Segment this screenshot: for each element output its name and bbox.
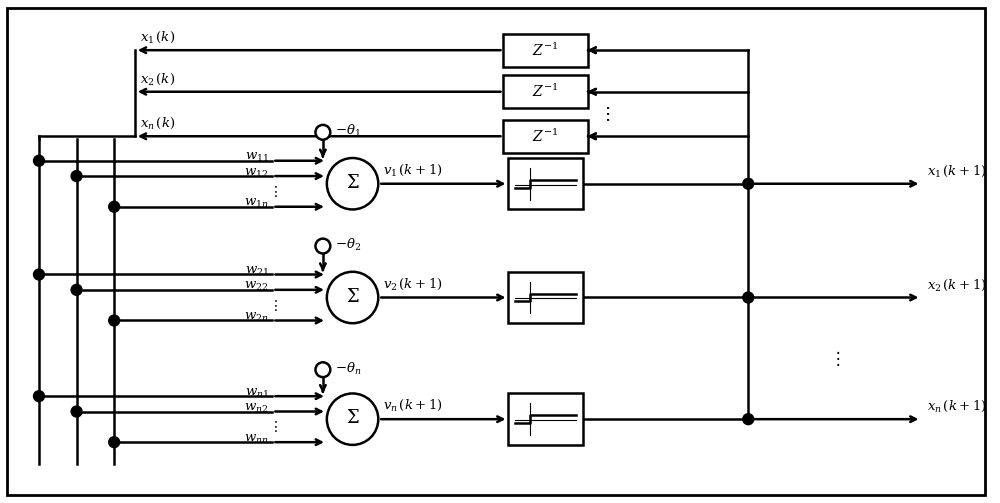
Text: $w_{12}$: $w_{12}$ [244, 166, 268, 180]
Text: $Z^{-1}$: $Z^{-1}$ [532, 42, 559, 59]
Circle shape [71, 406, 82, 417]
Bar [508, 272, 583, 323]
Circle shape [315, 362, 330, 377]
Text: $Z^{-1}$: $Z^{-1}$ [532, 128, 559, 145]
Text: $\vdots$: $\vdots$ [268, 184, 277, 199]
Text: $w_{1n}$: $w_{1n}$ [244, 197, 268, 210]
Text: $\vdots$: $\vdots$ [829, 349, 840, 368]
Circle shape [109, 315, 120, 326]
Text: $x_1\,(k)$: $x_1\,(k)$ [140, 30, 175, 45]
Text: $\cdots$: $\cdots$ [600, 105, 618, 123]
Text: $-\theta_2$: $-\theta_2$ [335, 237, 361, 253]
Text: $Z^{-1}$: $Z^{-1}$ [532, 83, 559, 101]
Circle shape [327, 393, 378, 445]
Text: $x_1\,(k+1)$: $x_1\,(k+1)$ [927, 163, 987, 179]
Circle shape [743, 292, 754, 303]
Text: $\vdots$: $\vdots$ [268, 420, 277, 435]
Text: $-\theta_n$: $-\theta_n$ [335, 361, 362, 377]
Circle shape [71, 284, 82, 295]
Text: $w_{nn}$: $w_{nn}$ [244, 433, 268, 446]
Bar [503, 75, 588, 108]
Text: $-\theta_1$: $-\theta_1$ [335, 123, 361, 139]
Text: $v_1\,(k+1)$: $v_1\,(k+1)$ [383, 162, 443, 178]
Text: $\vdots$: $\vdots$ [268, 298, 277, 313]
Circle shape [34, 391, 44, 401]
Circle shape [315, 238, 330, 254]
Text: $w_{11}$: $w_{11}$ [245, 151, 268, 164]
Text: $x_2\,(k+1)$: $x_2\,(k+1)$ [927, 277, 987, 293]
Text: $v_n\,(k+1)$: $v_n\,(k+1)$ [383, 398, 443, 413]
Text: $v_2\,(k+1)$: $v_2\,(k+1)$ [383, 276, 443, 292]
Bar [503, 120, 588, 152]
Text: $w_{21}$: $w_{21}$ [245, 265, 268, 278]
Text: $w_{22}$: $w_{22}$ [244, 280, 268, 293]
Text: $w_{n1}$: $w_{n1}$ [245, 387, 268, 400]
Text: $x_n\,(k+1)$: $x_n\,(k+1)$ [927, 399, 987, 414]
Text: $\Sigma$: $\Sigma$ [346, 409, 359, 427]
Text: $w_{n2}$: $w_{n2}$ [244, 402, 268, 415]
Text: $\Sigma$: $\Sigma$ [346, 174, 359, 192]
Bar [508, 393, 583, 445]
Text: $w_{2n}$: $w_{2n}$ [244, 311, 268, 324]
Circle shape [743, 414, 754, 425]
Circle shape [34, 155, 44, 166]
Text: $x_2\,(k)$: $x_2\,(k)$ [140, 71, 175, 87]
Circle shape [327, 158, 378, 209]
Circle shape [109, 201, 120, 212]
Bar [508, 158, 583, 209]
Circle shape [71, 171, 82, 182]
Circle shape [743, 178, 754, 189]
Text: $x_n\,(k)$: $x_n\,(k)$ [140, 116, 175, 131]
Circle shape [109, 437, 120, 448]
Bar [503, 34, 588, 66]
Circle shape [34, 269, 44, 280]
Circle shape [327, 272, 378, 323]
Text: $\Sigma$: $\Sigma$ [346, 288, 359, 305]
Circle shape [315, 125, 330, 140]
